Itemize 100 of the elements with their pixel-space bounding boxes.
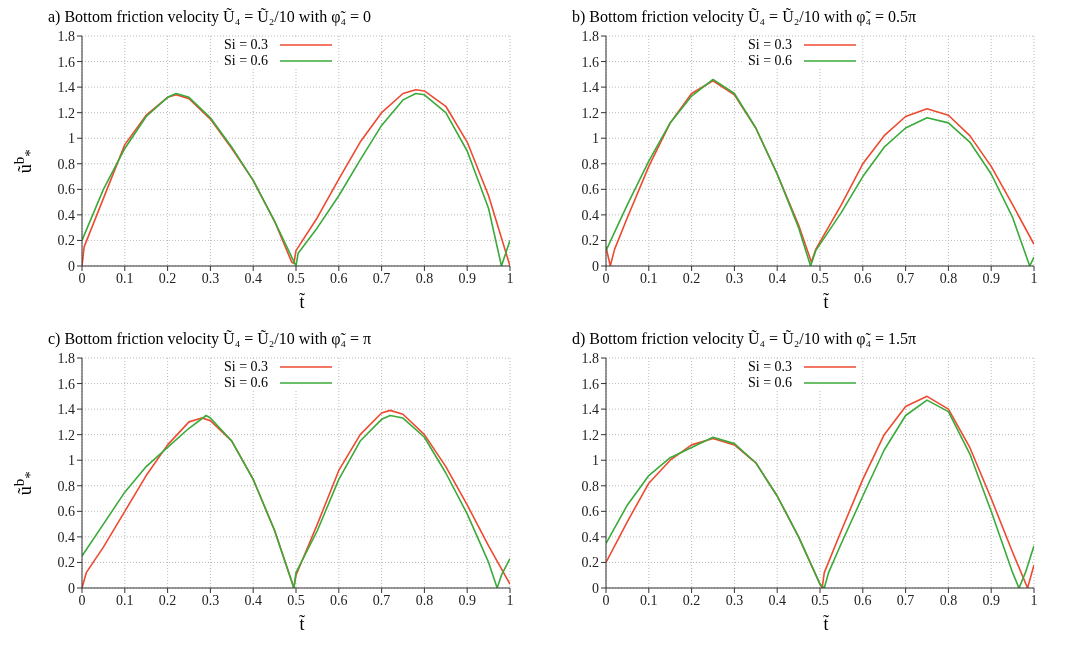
x-tick-label: 0.6 [854, 592, 872, 608]
x-tick-label: 0.3 [725, 592, 744, 608]
x-tick-label: 0.2 [682, 270, 701, 286]
chart-title: c) Bottom friction velocity Ũ₄ = Ũ₂/10 with φ̃₄ = π [48, 330, 373, 350]
y-tick-label: 1.2 [57, 427, 75, 443]
y-tick-label: 1.6 [57, 376, 75, 392]
y-tick-label: 0.2 [57, 233, 75, 249]
x-axis-title: t̃ [822, 292, 830, 313]
y-tick-label: 0.4 [581, 529, 599, 545]
x-tick-label: 0.9 [458, 592, 476, 608]
y-tick-label: 0.8 [581, 478, 599, 494]
y-tick-label: 0.6 [581, 182, 599, 198]
x-tick-label: 1 [1030, 270, 1038, 286]
y-tick-label: 1.2 [581, 105, 599, 121]
legend-label: Si = 0.6 [224, 53, 269, 69]
x-axis-title: t̃ [298, 292, 306, 313]
x-tick-label: 0.8 [415, 592, 434, 608]
x-tick-label: 0.9 [458, 270, 476, 286]
chart-title: b) Bottom friction velocity Ũ₄ = Ũ₂/10 with φ̃₄ = 0.5π [572, 8, 918, 28]
x-tick-label: 0.5 [811, 592, 829, 608]
x-tick-label: 0.2 [682, 592, 701, 608]
x-tick-label: 0.2 [158, 592, 177, 608]
chart-title: a) Bottom friction velocity Ũ₄ = Ũ₂/10 with φ̃₄ = 0 [48, 8, 373, 28]
y-tick-label: 1.6 [581, 54, 599, 70]
y-tick-label: 1.8 [581, 28, 599, 44]
y-tick-label: 1.8 [57, 28, 75, 44]
y-tick-label: 1 [592, 453, 599, 469]
x-tick-label: 0.8 [415, 270, 434, 286]
x-tick-label: 0.8 [939, 592, 958, 608]
x-tick-label: 0.7 [896, 270, 915, 286]
x-tick-label: 0 [78, 270, 86, 286]
x-axis-title: t̃ [298, 614, 306, 635]
y-tick-label: 0.2 [581, 555, 599, 571]
legend-label: Si = 0.6 [748, 53, 793, 69]
y-tick-label: 0 [68, 580, 75, 596]
y-tick-label: 1.4 [57, 402, 75, 418]
y-tick-label: 1.8 [581, 350, 599, 366]
x-tick-label: 0.7 [896, 592, 915, 608]
y-tick-label: 1.6 [57, 54, 75, 70]
y-tick-label: 0 [68, 258, 75, 274]
x-tick-label: 1 [1030, 592, 1038, 608]
x-tick-label: 0.7 [372, 592, 391, 608]
y-tick-label: 0.8 [581, 156, 599, 172]
chart-title: d) Bottom friction velocity Ũ₄ = Ũ₂/10 with φ̃₄ = 1.5π [572, 330, 918, 350]
y-tick-label: 1.2 [57, 105, 75, 121]
x-tick-label: 0.6 [854, 270, 872, 286]
x-tick-label: 0 [78, 592, 86, 608]
y-tick-label: 1.4 [581, 80, 599, 96]
x-tick-label: 0.6 [330, 270, 348, 286]
x-tick-label: 0.4 [244, 592, 262, 608]
x-tick-label: 0.1 [640, 270, 658, 286]
legend-label: Si = 0.3 [748, 37, 793, 53]
y-tick-label: 0 [592, 258, 599, 274]
x-tick-label: 0.7 [372, 270, 391, 286]
x-tick-label: 0.9 [982, 592, 1000, 608]
y-tick-label: 0.4 [581, 207, 599, 223]
legend-label: Si = 0.3 [748, 359, 793, 375]
y-tick-label: 0.4 [57, 529, 75, 545]
x-tick-label: 0.9 [982, 270, 1000, 286]
y-tick-label: 1.8 [57, 350, 75, 366]
x-tick-label: 0.4 [768, 592, 786, 608]
x-tick-label: 0.3 [725, 270, 744, 286]
x-tick-label: 0.8 [939, 270, 958, 286]
legend-label: Si = 0.3 [224, 359, 269, 375]
y-tick-label: 0.6 [581, 504, 599, 520]
legend-label: Si = 0.6 [748, 375, 793, 391]
y-tick-label: 1.6 [581, 376, 599, 392]
y-tick-label: 0 [592, 580, 599, 596]
y-tick-label: 1.4 [57, 80, 75, 96]
x-tick-label: 0.5 [287, 270, 305, 286]
y-tick-label: 1 [68, 131, 75, 147]
y-tick-label: 1.2 [581, 427, 599, 443]
y-tick-label: 1.4 [581, 402, 599, 418]
x-tick-label: 0.3 [201, 270, 220, 286]
y-tick-label: 0.2 [581, 233, 599, 249]
x-tick-label: 0.4 [768, 270, 786, 286]
x-tick-label: 0.1 [116, 592, 134, 608]
y-tick-label: 0.6 [57, 504, 75, 520]
x-tick-label: 0.3 [201, 592, 220, 608]
y-tick-label: 1 [68, 453, 75, 469]
x-tick-label: 0.5 [811, 270, 829, 286]
x-tick-label: 1 [506, 592, 514, 608]
x-tick-label: 0.5 [287, 592, 305, 608]
x-tick-label: 0.1 [640, 592, 658, 608]
y-tick-label: 0.8 [57, 478, 75, 494]
x-tick-label: 0.4 [244, 270, 262, 286]
y-tick-label: 1 [592, 131, 599, 147]
x-tick-label: 1 [506, 270, 514, 286]
y-tick-label: 0.4 [57, 207, 75, 223]
y-tick-label: 0.8 [57, 156, 75, 172]
x-tick-label: 0.1 [116, 270, 134, 286]
y-tick-label: 0.6 [57, 182, 75, 198]
legend-label: Si = 0.3 [224, 37, 269, 53]
x-tick-label: 0 [602, 270, 610, 286]
x-tick-label: 0 [602, 592, 610, 608]
x-tick-label: 0.2 [158, 270, 177, 286]
x-axis-title: t̃ [822, 614, 830, 635]
legend-label: Si = 0.6 [224, 375, 269, 391]
y-tick-label: 0.2 [57, 555, 75, 571]
x-tick-label: 0.6 [330, 592, 348, 608]
